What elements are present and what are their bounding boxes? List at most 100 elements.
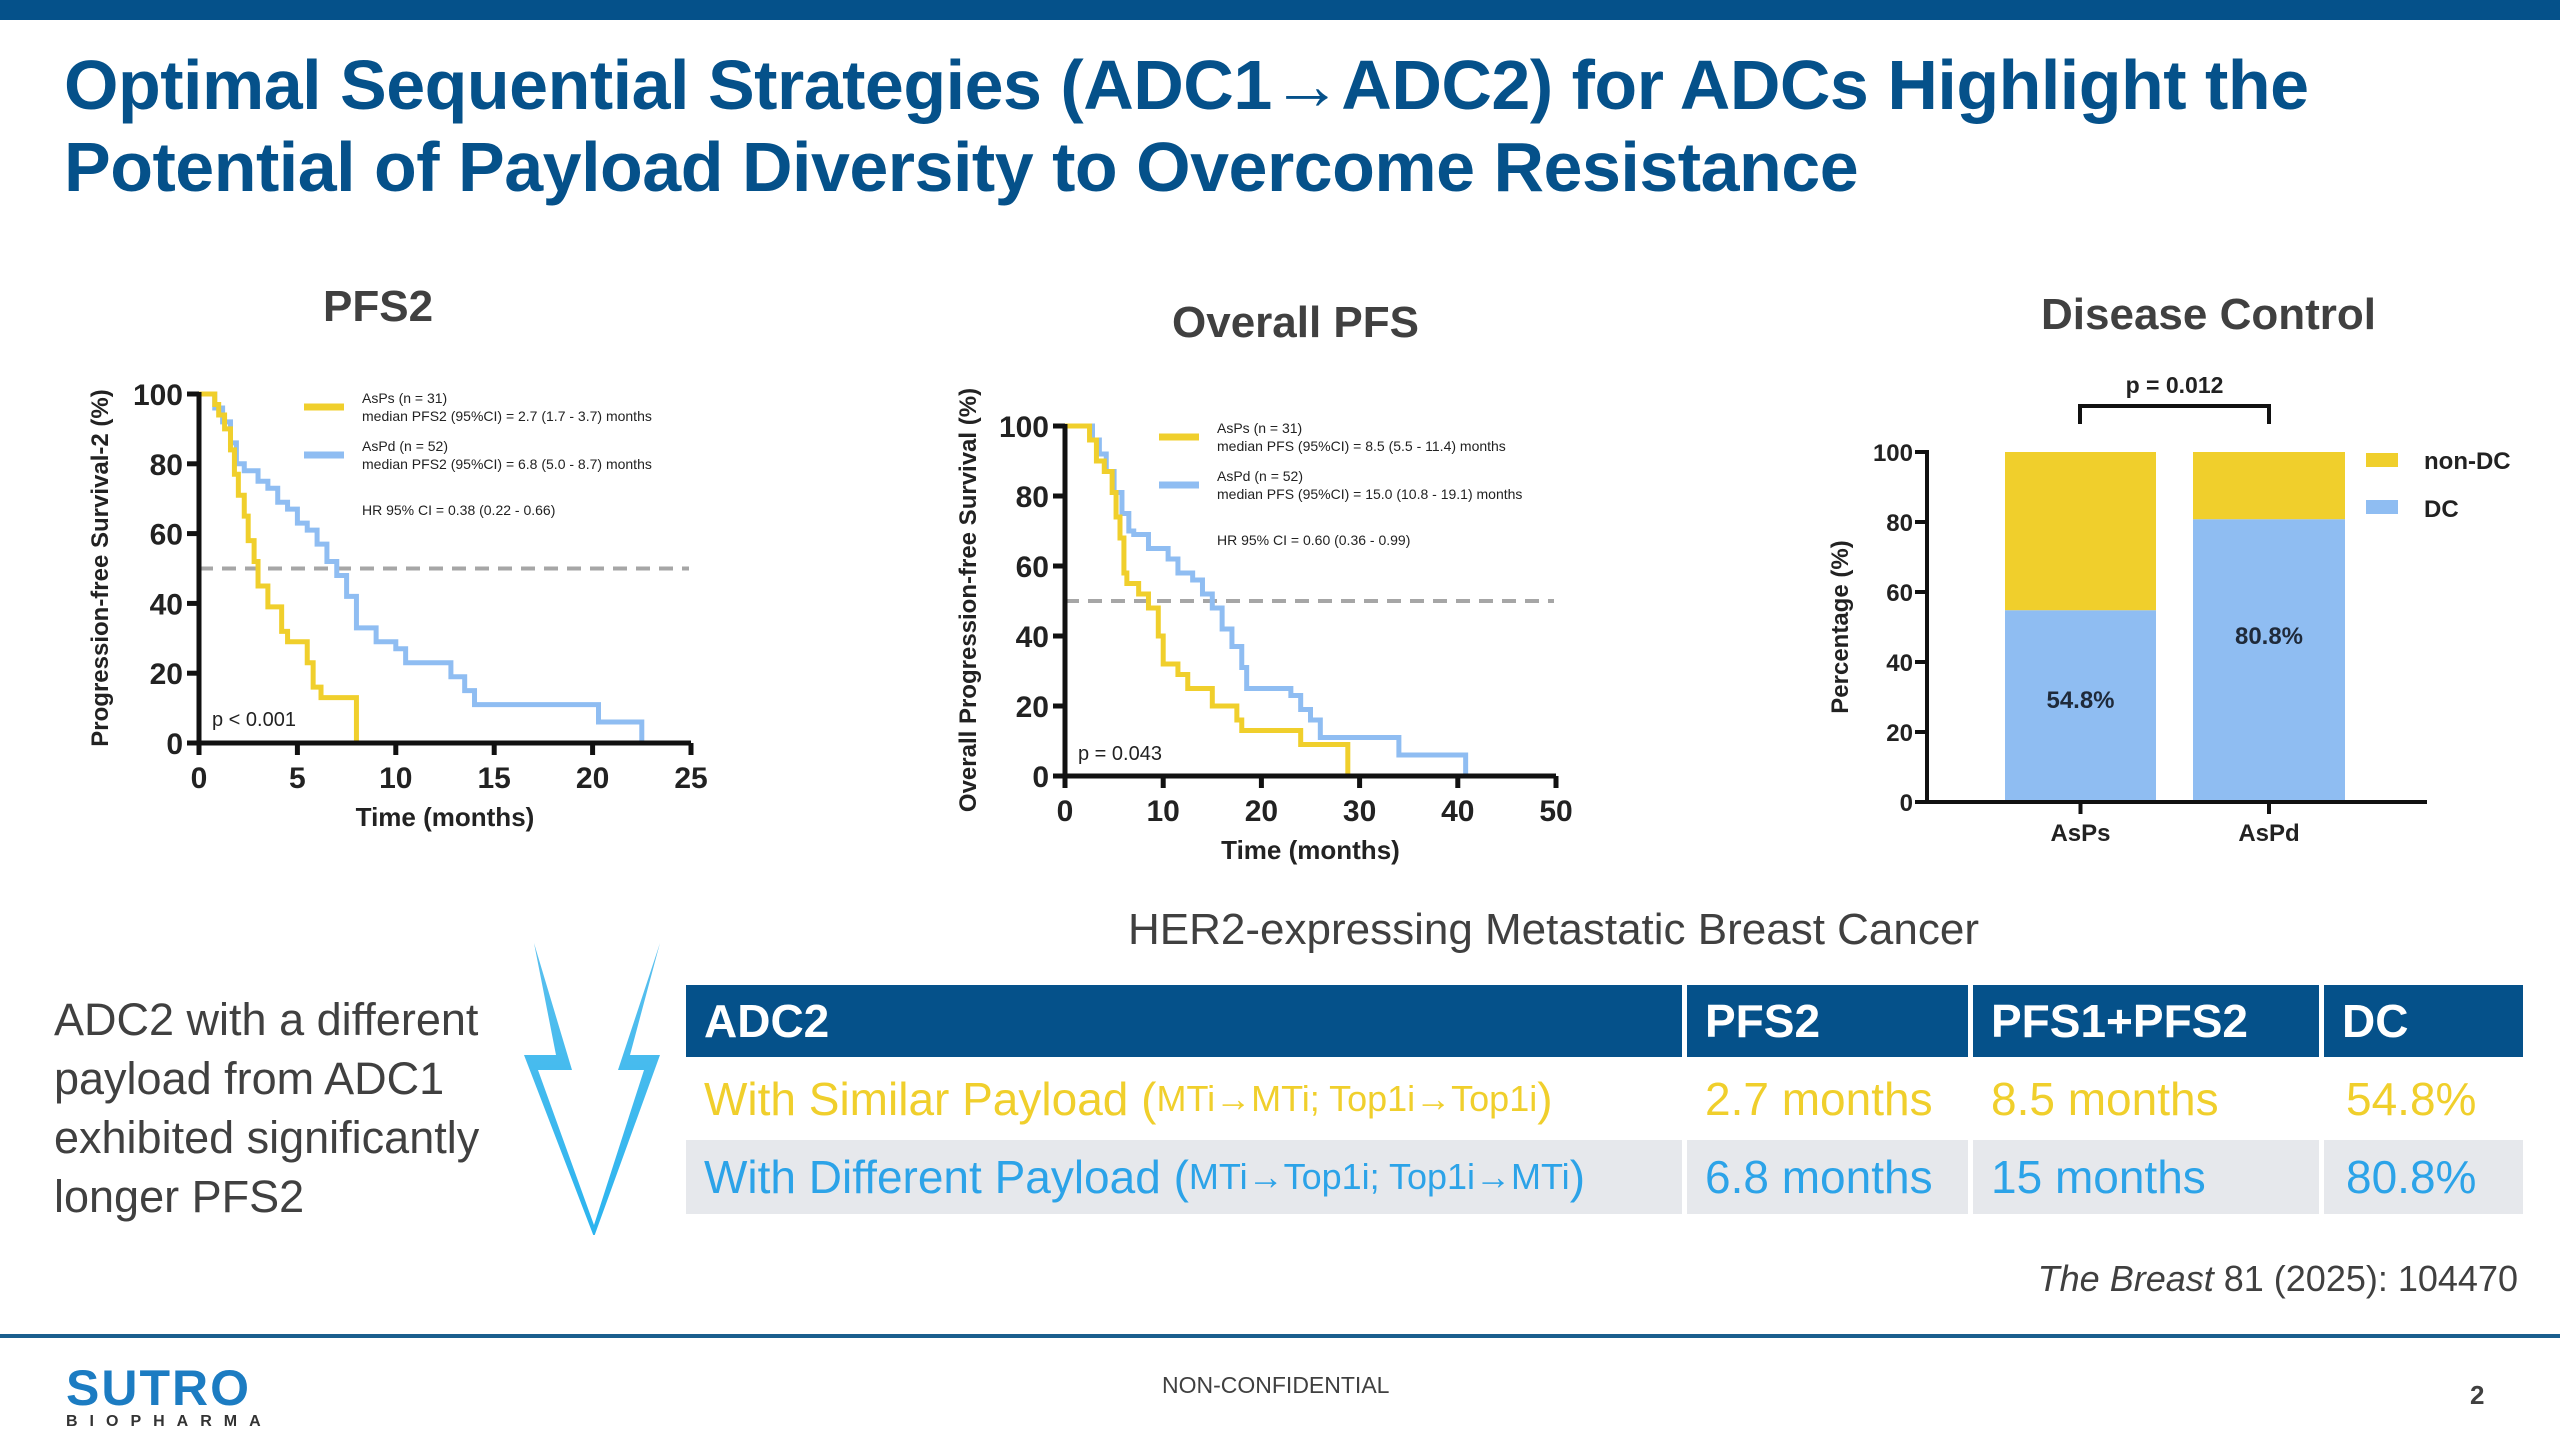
company-logo: SUTRO BIOPHARMA — [66, 1360, 273, 1432]
legend-label-dc: DC — [2424, 496, 2459, 523]
y-tick-label: 100 — [1873, 440, 1913, 467]
y-tick-label: 80 — [1016, 481, 1049, 514]
legend-detail: median PFS (95%CI) = 15.0 (10.8 - 19.1) … — [1217, 486, 1522, 502]
legend-detail: median PFS (95%CI) = 8.5 (5.5 - 11.4) mo… — [1217, 438, 1506, 454]
table-header-dc: DC — [2324, 985, 2523, 1057]
table-header-pfs2: PFS2 — [1687, 985, 1968, 1057]
row-label-end: ) — [1537, 1073, 1553, 1125]
y-tick-label: 0 — [1032, 761, 1049, 794]
y-tick-label: 80 — [150, 449, 183, 482]
logo-subtitle: BIOPHARMA — [66, 1413, 273, 1430]
title-line-2: Potential of Payload Diversity to Overco… — [64, 128, 1859, 206]
y-tick-label: 0 — [166, 728, 183, 761]
legend-swatch-dc — [2366, 500, 2398, 514]
x-tick-label: 5 — [289, 762, 306, 795]
x-tick-label: 0 — [191, 762, 208, 795]
bar-dc-aspd — [2193, 519, 2345, 802]
hazard-ratio-text: HR 95% CI = 0.38 (0.22 - 0.66) — [362, 502, 555, 518]
bar-dc-asps — [2005, 610, 2156, 802]
table-cell-dc: 80.8% — [2324, 1140, 2523, 1214]
x-tick-label: 20 — [1245, 795, 1278, 828]
x-tick-label: 15 — [478, 762, 511, 795]
p-value-annotation: p = 0.012 — [2126, 372, 2224, 398]
table-cell-dc: 54.8% — [2324, 1061, 2523, 1137]
table-row-similar-label: With Similar Payload (MTi→MTi; Top1i→Top… — [686, 1061, 1682, 1137]
p-value-annotation: p < 0.001 — [212, 709, 296, 731]
y-tick-label: 0 — [1900, 790, 1913, 817]
y-tick-label: 60 — [1016, 551, 1049, 584]
table-cell-pfs2: 2.7 months — [1687, 1061, 1968, 1137]
page-number: 2 — [2470, 1380, 2485, 1410]
citation-details: 81 (2025): 104470 — [2213, 1258, 2518, 1299]
chart-title-overall-pfs: Overall PFS — [1172, 298, 1420, 347]
p-value-annotation: p = 0.043 — [1078, 743, 1162, 765]
y-tick-label: 60 — [150, 519, 183, 552]
side-note: ADC2 with a different payload from ADC1 … — [54, 990, 524, 1226]
chart-title-pfs2: PFS2 — [323, 282, 434, 331]
x-axis-label: Time (months) — [356, 802, 535, 832]
y-tick-label: 20 — [1886, 720, 1913, 747]
table-cell-pfs-total: 8.5 months — [1973, 1061, 2319, 1137]
row-label-detail: MTi→MTi; Top1i→Top1i — [1156, 1078, 1538, 1119]
legend-swatch-non-dc — [2366, 453, 2398, 467]
title-line-1: Optimal Sequential Strategies (ADC1→ADC2… — [64, 46, 2309, 124]
legend-name: AsPs (n = 31) — [1217, 420, 1302, 436]
x-tick-label: 40 — [1441, 795, 1474, 828]
significance-bracket — [2078, 404, 2271, 424]
y-tick-label: 40 — [150, 588, 183, 621]
row-label-detail: MTi→Top1i; Top1i→MTi — [1188, 1156, 1570, 1197]
km-curve-asps — [199, 391, 359, 743]
km-curve-asps — [1065, 423, 1351, 776]
side-note-line: exhibited significantly — [54, 1112, 480, 1163]
x-tick-label: 30 — [1343, 795, 1376, 828]
footer-divider — [0, 1334, 2560, 1338]
x-tick-label: 10 — [1147, 795, 1180, 828]
table-header-pfs-total: PFS1+PFS2 — [1973, 985, 2319, 1057]
table-header-adc2: ADC2 — [686, 985, 1682, 1057]
side-note-line: longer PFS2 — [54, 1171, 305, 1222]
y-tick-label: 20 — [1016, 691, 1049, 724]
x-tick-label: 50 — [1539, 795, 1572, 828]
y-axis-label: Progression-free Survival-2 (%) — [87, 389, 114, 746]
legend-name: AsPd (n = 52) — [362, 438, 448, 454]
km-curve-aspd — [199, 391, 645, 743]
confidentiality-label: NON-CONFIDENTIAL — [1162, 1372, 1390, 1398]
x-tick-label: 25 — [674, 762, 707, 795]
citation-journal: The Breast — [2037, 1258, 2214, 1299]
x-tick-label: AsPs — [2050, 820, 2110, 847]
legend-name: AsPs (n = 31) — [362, 390, 447, 406]
row-label-main: With Similar Payload ( — [704, 1073, 1157, 1125]
logo-wordmark: SUTRO — [66, 1360, 251, 1416]
top-accent-bar — [0, 0, 2560, 20]
chart-title-disease-control: Disease Control — [2041, 290, 2376, 339]
y-tick-label: 60 — [1886, 580, 1913, 607]
citation: The Breast 81 (2025): 104470 — [2038, 1258, 2518, 1300]
x-tick-label: 0 — [1057, 795, 1074, 828]
lightning-arrow-icon — [524, 943, 660, 1235]
x-tick-label: 20 — [576, 762, 609, 795]
bar-data-label: 54.8% — [2046, 687, 2114, 714]
table-cell-pfs-total: 15 months — [1973, 1140, 2319, 1214]
y-tick-label: 80 — [1886, 510, 1913, 537]
legend-label-non-dc: non-DC — [2424, 448, 2511, 475]
hazard-ratio-text: HR 95% CI = 0.60 (0.36 - 0.99) — [1217, 532, 1410, 548]
row-label-main: With Different Payload ( — [704, 1151, 1189, 1203]
table-subtitle: HER2-expressing Metastatic Breast Cancer — [1128, 905, 1979, 954]
x-tick-label: 10 — [379, 762, 412, 795]
slide-title: Optimal Sequential Strategies (ADC1→ADC2… — [64, 44, 2524, 208]
y-axis-label: Overall Progression-free Survival (%) — [955, 388, 982, 812]
table-row-different-label: With Different Payload (MTi→Top1i; Top1i… — [686, 1140, 1682, 1214]
y-axis-label: Percentage (%) — [1827, 540, 1854, 713]
side-note-line: ADC2 with a different — [54, 994, 479, 1045]
side-note-line: payload from ADC1 — [54, 1053, 445, 1104]
y-tick-label: 40 — [1016, 621, 1049, 654]
x-tick-label: AsPd — [2238, 820, 2299, 847]
y-tick-label: 40 — [1886, 650, 1913, 677]
legend-detail: median PFS2 (95%CI) = 6.8 (5.0 - 8.7) mo… — [362, 456, 652, 472]
bar-non-dc-aspd — [2193, 452, 2345, 520]
y-tick-label: 100 — [133, 379, 183, 412]
y-tick-label: 20 — [150, 658, 183, 691]
table-cell-pfs2: 6.8 months — [1687, 1140, 1968, 1214]
x-axis-label: Time (months) — [1221, 835, 1400, 865]
